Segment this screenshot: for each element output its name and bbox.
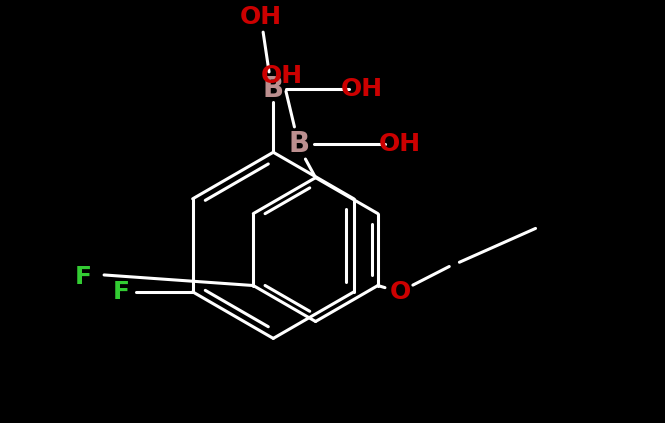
Text: B: B (288, 130, 309, 158)
Text: B: B (263, 75, 284, 103)
Text: F: F (74, 265, 91, 288)
Text: F: F (112, 280, 129, 304)
Text: OH: OH (341, 77, 383, 101)
Text: O: O (390, 280, 411, 304)
Text: OH: OH (379, 132, 421, 156)
Text: OH: OH (239, 5, 282, 29)
Text: OH: OH (261, 64, 303, 88)
